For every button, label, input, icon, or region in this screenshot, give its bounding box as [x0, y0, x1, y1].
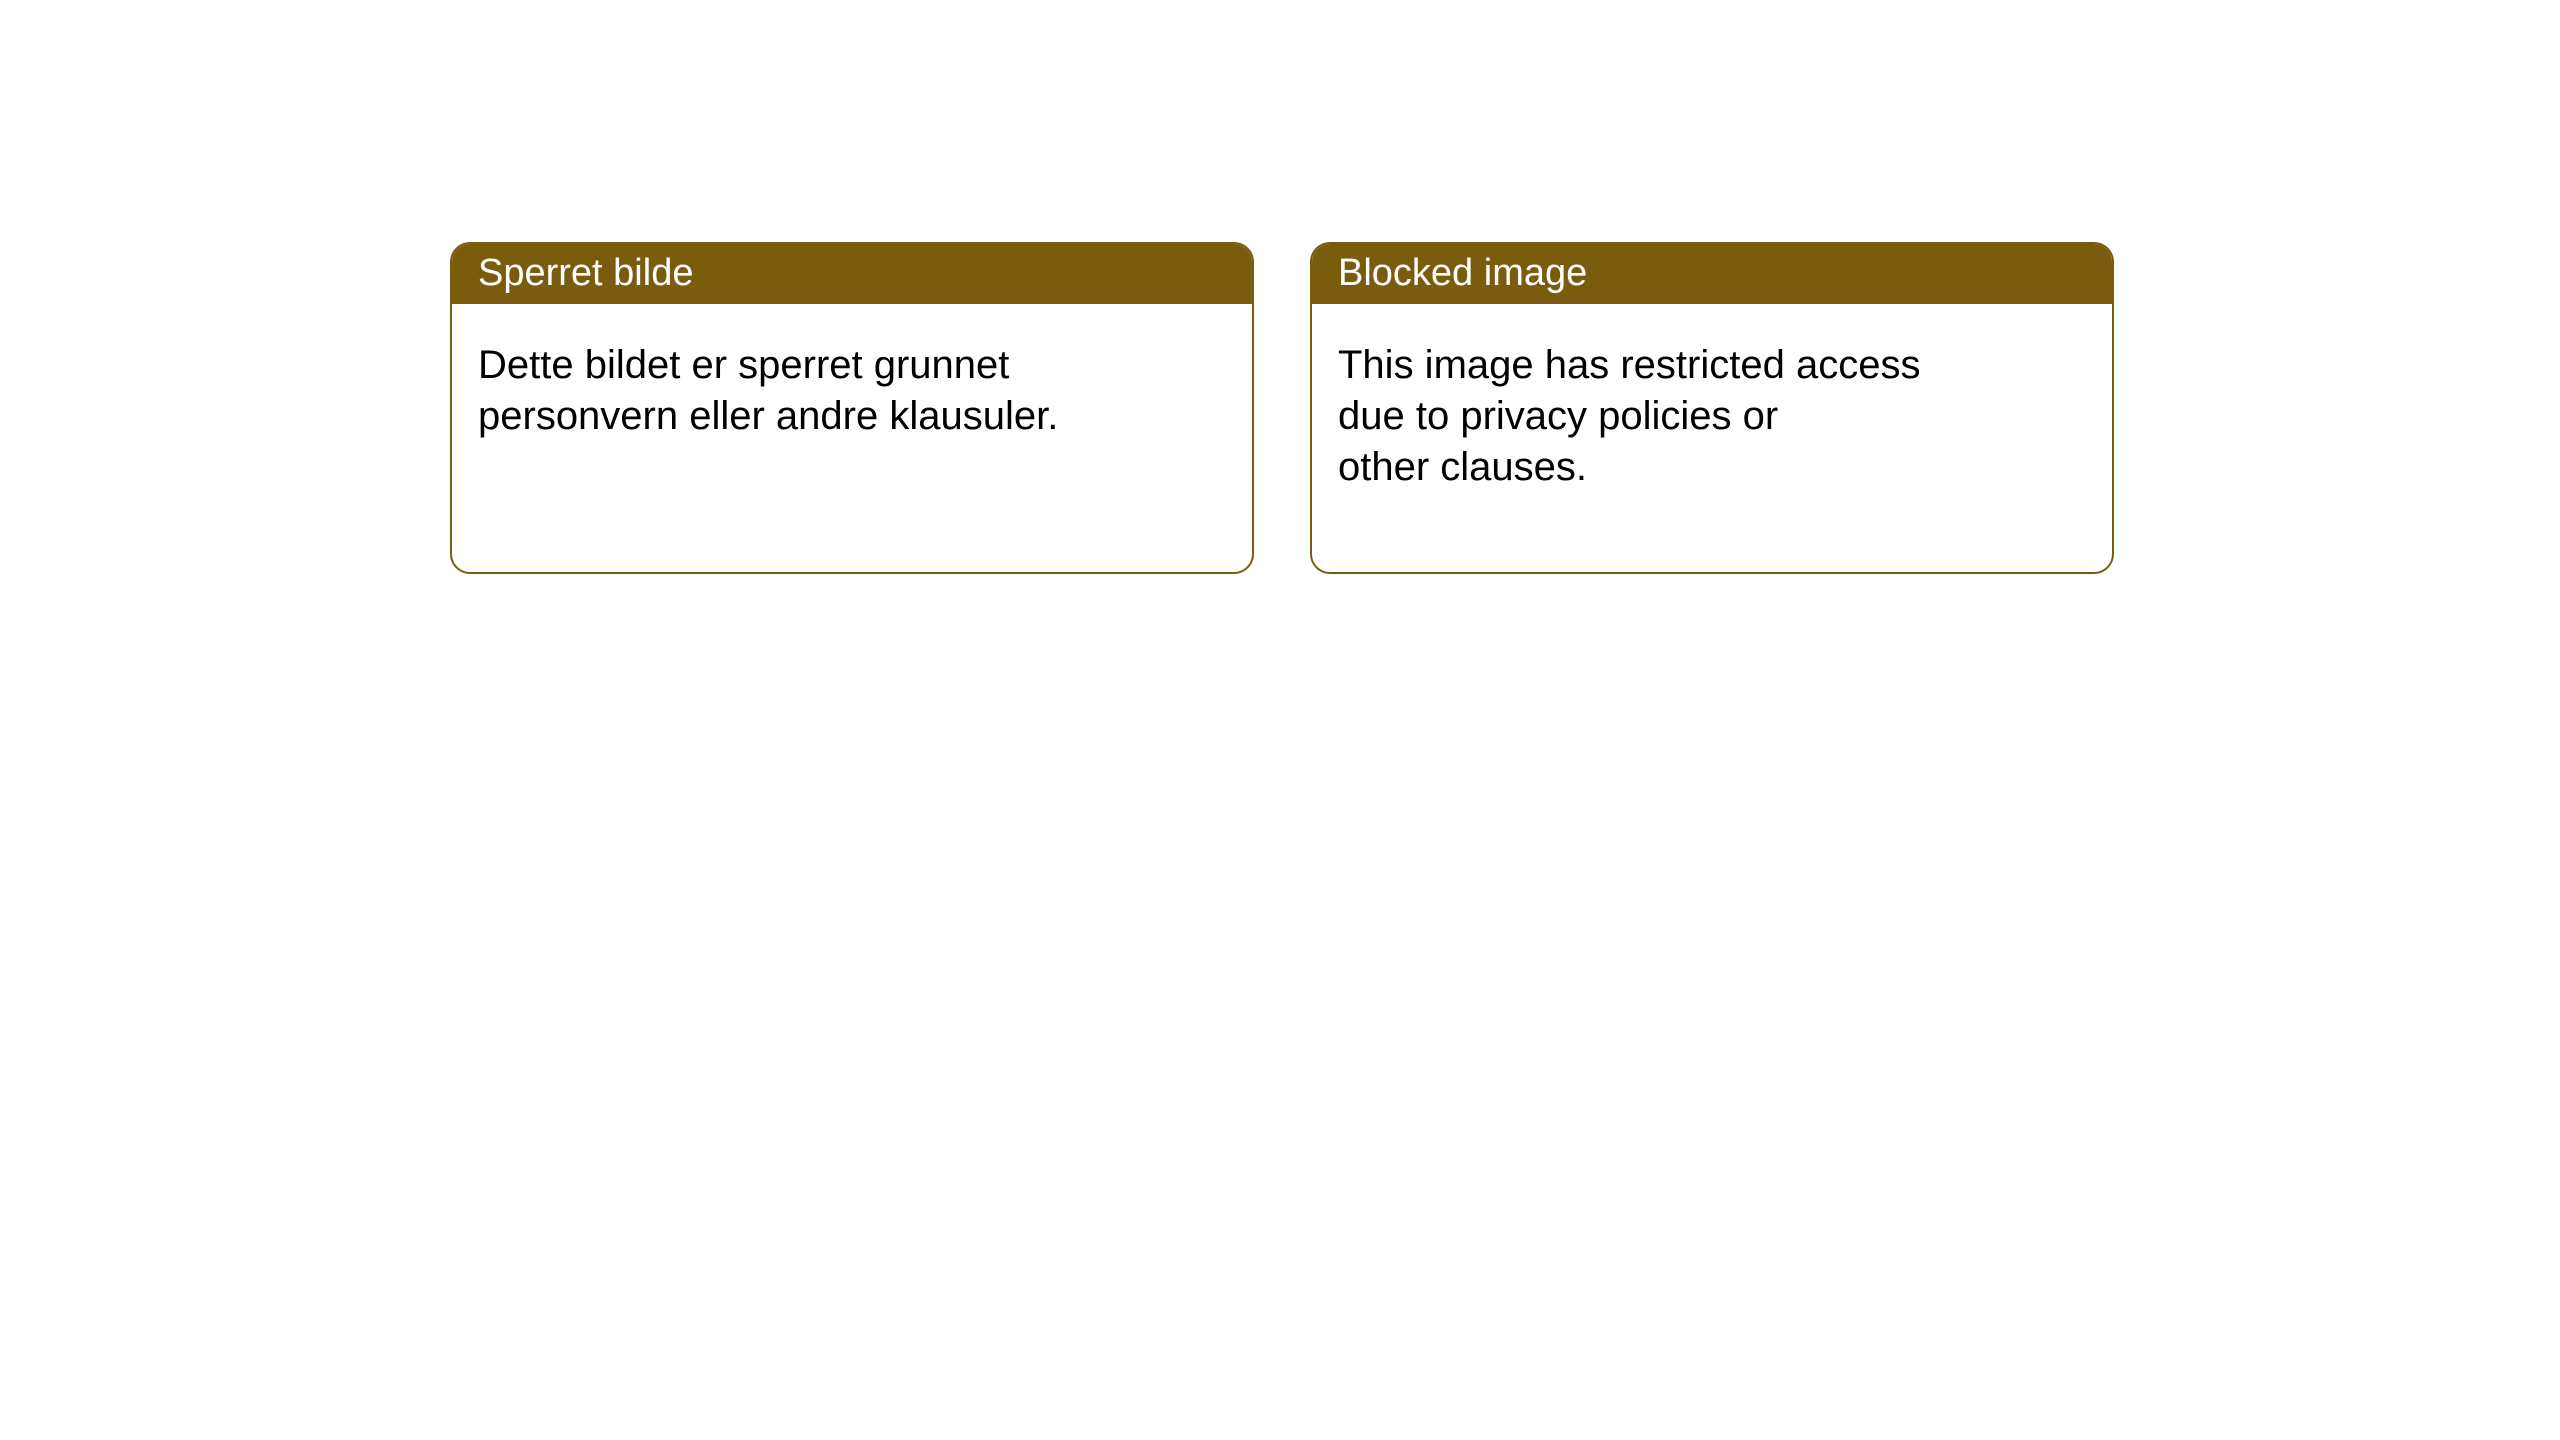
blocked-image-card-no: Sperret bilde Dette bildet er sperret gr…: [450, 242, 1254, 574]
card-body-text: Dette bildet er sperret grunnet personve…: [452, 304, 1164, 442]
card-header: Sperret bilde: [452, 244, 1252, 304]
blocked-image-card-en: Blocked image This image has restricted …: [1310, 242, 2114, 574]
card-header: Blocked image: [1312, 244, 2112, 304]
card-body-text: This image has restricted access due to …: [1312, 304, 2024, 494]
notice-card-row: Sperret bilde Dette bildet er sperret gr…: [0, 0, 2560, 574]
